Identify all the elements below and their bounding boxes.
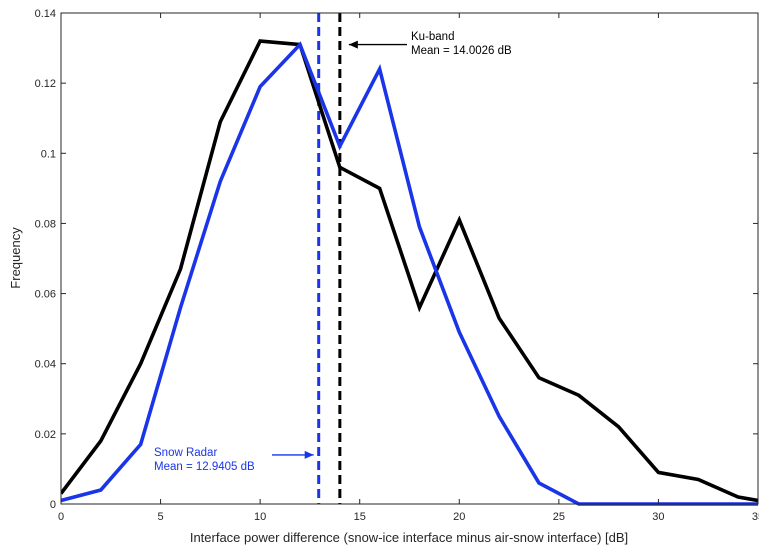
x-tick-label: 20: [453, 511, 465, 523]
y-tick-label: 0.08: [35, 218, 56, 230]
y-tick-label: 0.04: [35, 359, 56, 371]
axes-box: [60, 12, 759, 505]
x-tick-label: 30: [652, 511, 664, 523]
x-tick-label: 0: [58, 511, 64, 523]
x-tick-label: 35: [752, 511, 759, 523]
x-tick-label: 5: [158, 511, 164, 523]
y-tick-label: 0.06: [35, 289, 56, 301]
y-tick-label: 0.1: [41, 148, 56, 160]
chart-ticks: 0 5 10 15 20 25 30 35 0 0.02 0.04 0.06 0.08 0.1 0.12 0.…: [35, 8, 759, 523]
ku-annotation-line1: Ku-band: [411, 31, 454, 43]
ku-band-series-line: [61, 39, 758, 503]
x-tick-label: 25: [553, 511, 565, 523]
y-tick-label: 0.14: [35, 8, 56, 20]
chart-annotations: Ku-band Mean = 14.0026 dB Snow Radar Mea…: [154, 31, 512, 473]
x-axis-label: Interface power difference (snow-ice int…: [190, 530, 628, 545]
x-tick-label: 15: [354, 511, 366, 523]
snow-radar-annotation-line1: Snow Radar: [154, 447, 217, 459]
ku-annotation-line2: Mean = 14.0026 dB: [411, 45, 512, 57]
snow-radar-arrow-head: [304, 450, 314, 459]
ku-band-arrow-head: [348, 40, 358, 49]
y-tick-label: 0.12: [35, 78, 56, 90]
y-axis-label: Frequency: [8, 227, 23, 289]
x-tick-label: 10: [254, 511, 266, 523]
y-tick-label: 0: [50, 499, 56, 511]
plot-background: [61, 13, 758, 504]
y-tick-label: 0.02: [35, 429, 56, 441]
snow-radar-annotation-line2: Mean = 12.9405 dB: [154, 461, 255, 473]
